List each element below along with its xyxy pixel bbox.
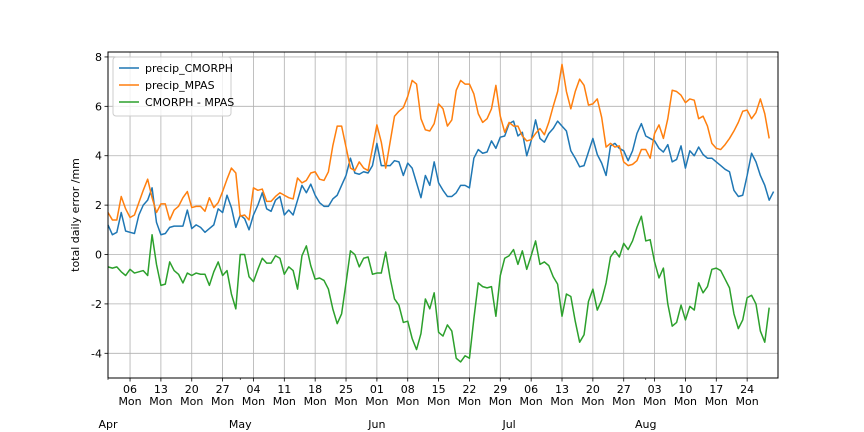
- x-tick-day-label: 01: [370, 383, 384, 396]
- x-month-label: Jun: [367, 418, 385, 431]
- x-tick-weekday-label: Mon: [149, 395, 172, 408]
- x-tick-day-label: 08: [401, 383, 415, 396]
- y-tick-label: -4: [91, 347, 102, 360]
- x-tick-day-label: 10: [678, 383, 692, 396]
- plot-frame: [107, 51, 779, 379]
- x-tick-weekday-label: Mon: [180, 395, 203, 408]
- x-tick-weekday-label: Mon: [273, 395, 296, 408]
- x-tick-weekday-label: Mon: [643, 395, 666, 408]
- y-axis: -4 -2 0 2 4 6 8: [91, 51, 108, 360]
- x-tick-weekday-label: Mon: [427, 395, 450, 408]
- x-tick-weekday-label: Mon: [581, 395, 604, 408]
- x-tick-day-label: 06: [123, 383, 137, 396]
- x-tick-day-label: 25: [339, 383, 353, 396]
- x-tick-weekday-label: Mon: [211, 395, 234, 408]
- x-tick-day-label: 27: [216, 383, 230, 396]
- legend-entry-1: precip_MPAS: [145, 79, 215, 92]
- x-tick-day-label: 15: [432, 383, 446, 396]
- x-month-label: Jul: [501, 418, 515, 431]
- x-axis: 06Mon13Mon20Mon27Mon04Mon11Mon18Mon25Mon…: [98, 378, 759, 431]
- series-line-2: [107, 215, 770, 363]
- x-month-label: May: [229, 418, 252, 431]
- x-tick-weekday-label: Mon: [550, 395, 573, 408]
- x-tick-day-label: 20: [185, 383, 199, 396]
- y-tick-label: 0: [95, 249, 102, 262]
- x-tick-weekday-label: Mon: [365, 395, 388, 408]
- x-tick-weekday-label: Mon: [520, 395, 543, 408]
- x-tick-day-label: 24: [740, 383, 754, 396]
- x-tick-day-label: 27: [617, 383, 631, 396]
- x-tick-weekday-label: Mon: [674, 395, 697, 408]
- series-lines: [107, 63, 775, 363]
- x-tick-weekday-label: Mon: [612, 395, 635, 408]
- x-month-label: Aug: [635, 418, 656, 431]
- y-tick-label: 2: [95, 199, 102, 212]
- x-tick-day-label: 06: [524, 383, 538, 396]
- x-tick-weekday-label: Mon: [334, 395, 357, 408]
- x-tick-weekday-label: Mon: [705, 395, 728, 408]
- x-tick-day-label: 13: [154, 383, 168, 396]
- x-tick-weekday-label: Mon: [736, 395, 759, 408]
- x-tick-day-label: 18: [308, 383, 322, 396]
- x-tick-day-label: 29: [493, 383, 507, 396]
- y-axis-label: total daily error /mm: [69, 158, 82, 272]
- x-tick-weekday-label: Mon: [489, 395, 512, 408]
- x-tick-day-label: 22: [462, 383, 476, 396]
- series-line-1: [107, 63, 770, 221]
- x-tick-day-label: 03: [648, 383, 662, 396]
- y-tick-label: 4: [95, 150, 102, 163]
- x-tick-day-label: 17: [709, 383, 723, 396]
- y-tick-label: 6: [95, 100, 102, 113]
- x-tick-weekday-label: Mon: [396, 395, 419, 408]
- x-tick-day-label: 11: [277, 383, 291, 396]
- x-tick-weekday-label: Mon: [304, 395, 327, 408]
- series-line-0: [107, 119, 775, 236]
- x-tick-day-label: 04: [246, 383, 260, 396]
- legend-entry-2: CMORPH - MPAS: [145, 96, 234, 109]
- y-tick-label: 8: [95, 51, 102, 64]
- x-tick-day-label: 20: [586, 383, 600, 396]
- x-month-label: Apr: [98, 418, 118, 431]
- x-tick-weekday-label: Mon: [242, 395, 265, 408]
- legend-box: [112, 56, 232, 117]
- x-tick-weekday-label: Mon: [118, 395, 141, 408]
- legend-entry-0: precip_CMORPH: [145, 62, 233, 75]
- legend: precip_CMORPH precip_MPAS CMORPH - MPAS: [112, 56, 234, 117]
- y-tick-label: -2: [91, 298, 102, 311]
- x-tick-weekday-label: Mon: [458, 395, 481, 408]
- x-tick-day-label: 13: [555, 383, 569, 396]
